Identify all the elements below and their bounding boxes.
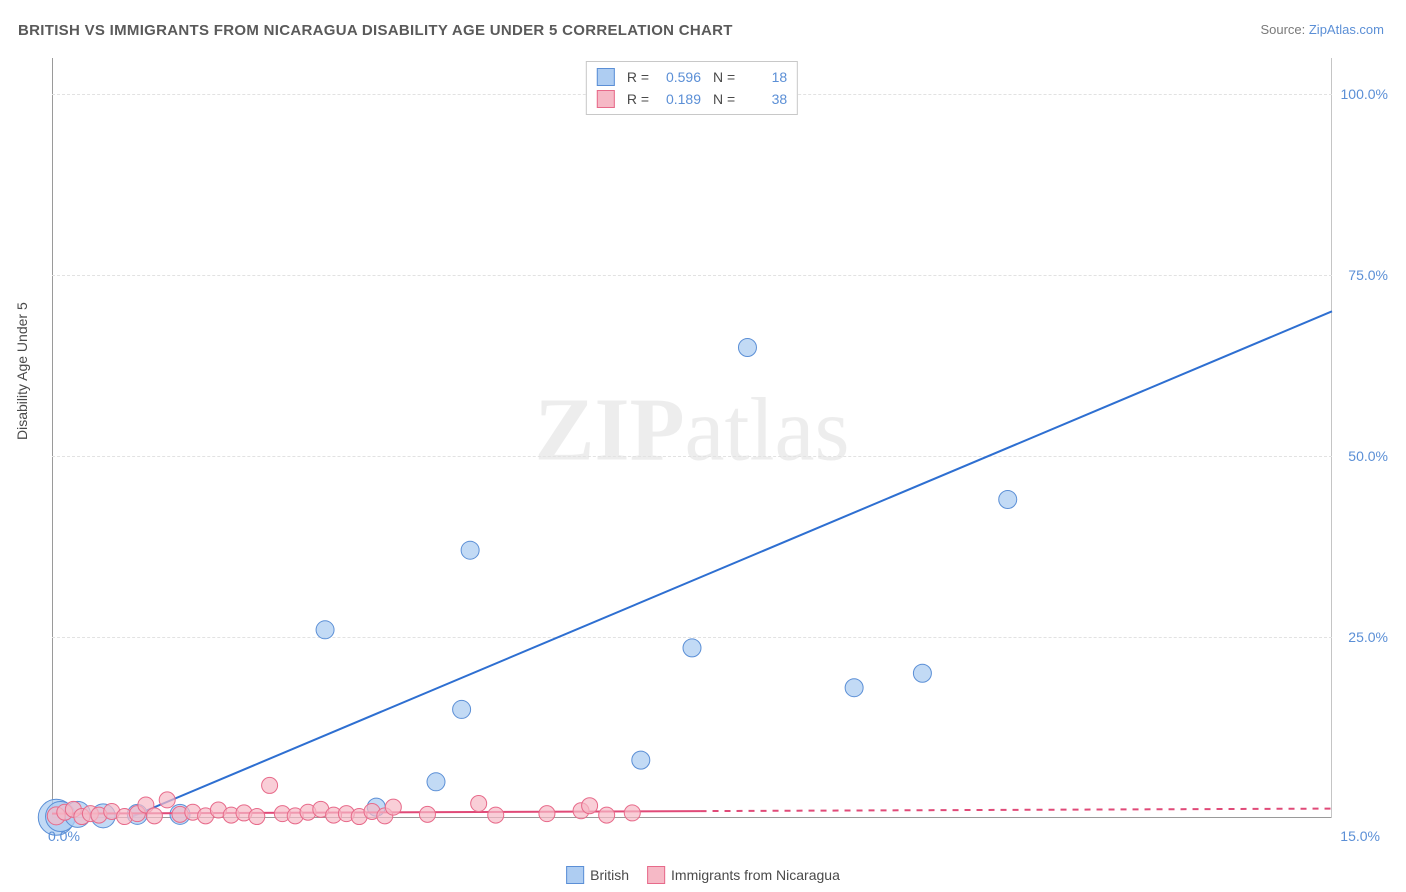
legend-stats: R = 0.596 N = 18 R = 0.189 N = 38	[586, 61, 798, 115]
ytick-label: 100.0%	[1341, 86, 1388, 102]
plot-svg	[52, 58, 1332, 818]
data-point	[999, 491, 1017, 509]
legend-item: Immigrants from Nicaragua	[647, 866, 840, 884]
data-point	[738, 339, 756, 357]
data-point	[262, 777, 278, 793]
legend-n-value: 18	[743, 69, 787, 85]
data-point	[427, 773, 445, 791]
data-point	[624, 805, 640, 821]
legend-stats-row: R = 0.189 N = 38	[597, 88, 787, 110]
ytick-label: 25.0%	[1348, 629, 1388, 645]
legend-r-label: R =	[627, 69, 649, 85]
legend-label: Immigrants from Nicaragua	[671, 867, 840, 883]
regression-line-dashed	[701, 809, 1332, 811]
data-point	[146, 808, 162, 824]
data-point	[385, 799, 401, 815]
source-link[interactable]: ZipAtlas.com	[1309, 22, 1384, 37]
regression-line	[129, 311, 1332, 818]
legend-stats-row: R = 0.596 N = 18	[597, 66, 787, 88]
data-point	[419, 806, 435, 822]
data-point	[471, 796, 487, 812]
legend-r-value: 0.189	[657, 91, 701, 107]
data-point	[159, 792, 175, 808]
data-point	[845, 679, 863, 697]
data-point	[316, 621, 334, 639]
data-point	[461, 541, 479, 559]
legend-n-label: N =	[713, 91, 735, 107]
legend-r-label: R =	[627, 91, 649, 107]
legend-r-value: 0.596	[657, 69, 701, 85]
legend-swatch	[566, 866, 584, 884]
xtick-1: 15.0%	[1340, 828, 1380, 844]
data-point	[539, 806, 555, 822]
data-point	[599, 807, 615, 823]
y-axis-label: Disability Age Under 5	[14, 302, 30, 440]
data-point	[632, 751, 650, 769]
ytick-label: 75.0%	[1348, 267, 1388, 283]
data-point	[488, 807, 504, 823]
ytick-label: 50.0%	[1348, 448, 1388, 464]
data-point	[453, 700, 471, 718]
plot-area: ZIPatlas R =0.596N =18R =0.189N =38 25.0…	[52, 58, 1332, 818]
legend-n-label: N =	[713, 69, 735, 85]
xtick-0: 0.0%	[48, 828, 80, 844]
legend-swatch	[597, 90, 615, 108]
data-point	[249, 809, 265, 825]
source-prefix: Source:	[1260, 22, 1308, 37]
legend-label: British	[590, 867, 629, 883]
legend-n-value: 38	[743, 91, 787, 107]
data-point	[582, 798, 598, 814]
data-point	[683, 639, 701, 657]
legend-swatch	[647, 866, 665, 884]
data-point	[913, 664, 931, 682]
legend-swatch	[597, 68, 615, 86]
chart-title: BRITISH VS IMMIGRANTS FROM NICARAGUA DIS…	[18, 22, 733, 39]
source-attribution: Source: ZipAtlas.com	[1260, 22, 1384, 37]
legend-item: British	[566, 866, 629, 884]
legend-bottom: British Immigrants from Nicaragua	[566, 866, 840, 884]
